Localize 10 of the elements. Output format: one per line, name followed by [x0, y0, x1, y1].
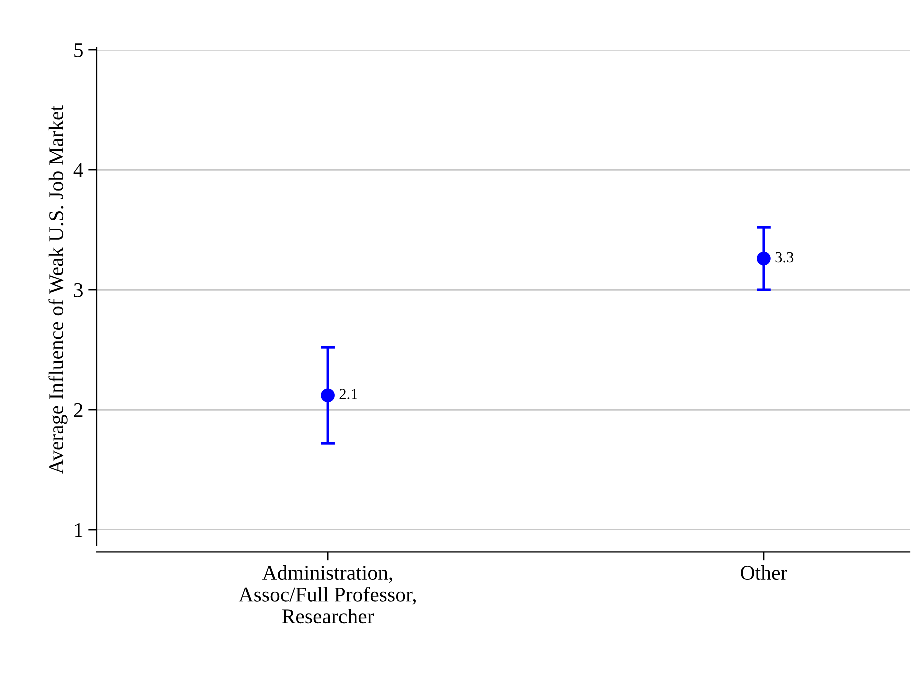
x-tick-label: Other: [741, 565, 788, 580]
y-tick-label: 2: [74, 403, 83, 418]
x-tick-label: Administration, Assoc/Full Professor, Researcher: [238, 565, 416, 624]
y-tick-label: 5: [74, 44, 83, 58]
data-label: 3.3: [776, 252, 794, 263]
y-tick-label: 1: [75, 523, 83, 538]
y-tick-label: 3: [74, 283, 83, 298]
data-label: 2.1: [340, 389, 358, 400]
y-tick-label: 4: [74, 164, 84, 178]
y-axis-title: Average Influence of Weak U.S. Job Market: [48, 106, 68, 474]
